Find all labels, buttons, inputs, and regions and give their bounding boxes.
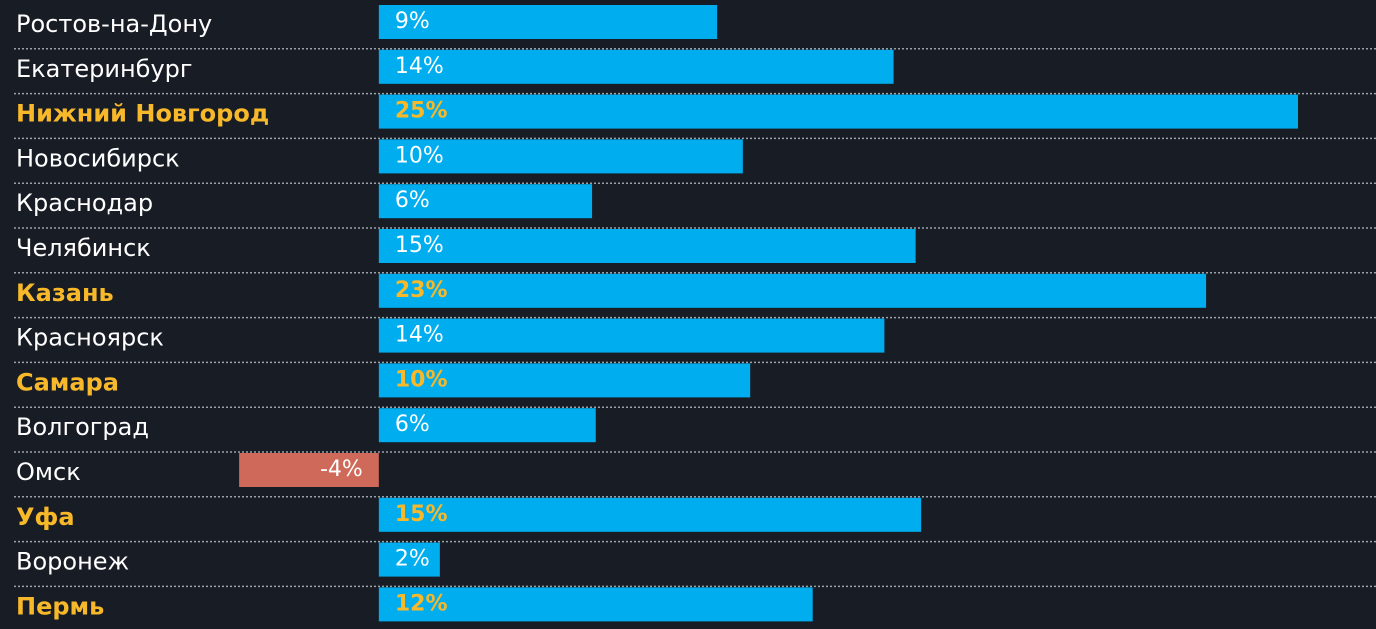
value-label: -4% bbox=[320, 457, 363, 482]
value-label: 6% bbox=[395, 412, 430, 437]
value-label: 14% bbox=[395, 323, 444, 348]
bar bbox=[378, 5, 718, 39]
bar bbox=[378, 229, 916, 263]
value-label: 25% bbox=[395, 99, 448, 124]
bar bbox=[378, 273, 1207, 308]
value-label: 23% bbox=[395, 278, 448, 303]
bar bbox=[239, 453, 379, 487]
category-label: Краснодар bbox=[16, 189, 153, 217]
category-label: Челябинск bbox=[16, 234, 151, 262]
bar bbox=[378, 139, 743, 174]
category-label: Красноярск bbox=[16, 324, 164, 352]
bar bbox=[378, 184, 593, 219]
category-label: Нижний Новгород bbox=[16, 100, 269, 128]
category-label: Самара bbox=[16, 368, 119, 396]
bar bbox=[378, 408, 596, 443]
category-label: Казань bbox=[16, 279, 114, 307]
value-label: 14% bbox=[395, 54, 444, 79]
bar bbox=[378, 94, 1298, 129]
category-label: Пермь bbox=[16, 592, 104, 620]
category-label: Новосибирск bbox=[16, 144, 180, 172]
bar bbox=[378, 318, 885, 353]
category-label: Уфа bbox=[16, 503, 75, 531]
bar bbox=[378, 363, 751, 398]
value-label: 9% bbox=[395, 9, 430, 34]
value-label: 12% bbox=[395, 591, 448, 616]
bar bbox=[378, 49, 894, 84]
bar bbox=[378, 542, 440, 577]
bar bbox=[378, 497, 922, 532]
value-label: 10% bbox=[395, 143, 444, 168]
category-label: Воронеж bbox=[16, 548, 129, 576]
bar bbox=[378, 587, 813, 622]
category-label: Волгоград bbox=[16, 413, 149, 441]
value-label: 15% bbox=[395, 502, 448, 527]
category-label: Омск bbox=[16, 458, 81, 486]
category-label: Екатеринбург bbox=[16, 55, 192, 83]
value-label: 15% bbox=[395, 233, 444, 258]
category-label: Ростов-на-Дону bbox=[16, 10, 212, 38]
value-label: 2% bbox=[395, 547, 430, 572]
value-label: 6% bbox=[395, 188, 430, 213]
value-label: 10% bbox=[395, 367, 448, 392]
